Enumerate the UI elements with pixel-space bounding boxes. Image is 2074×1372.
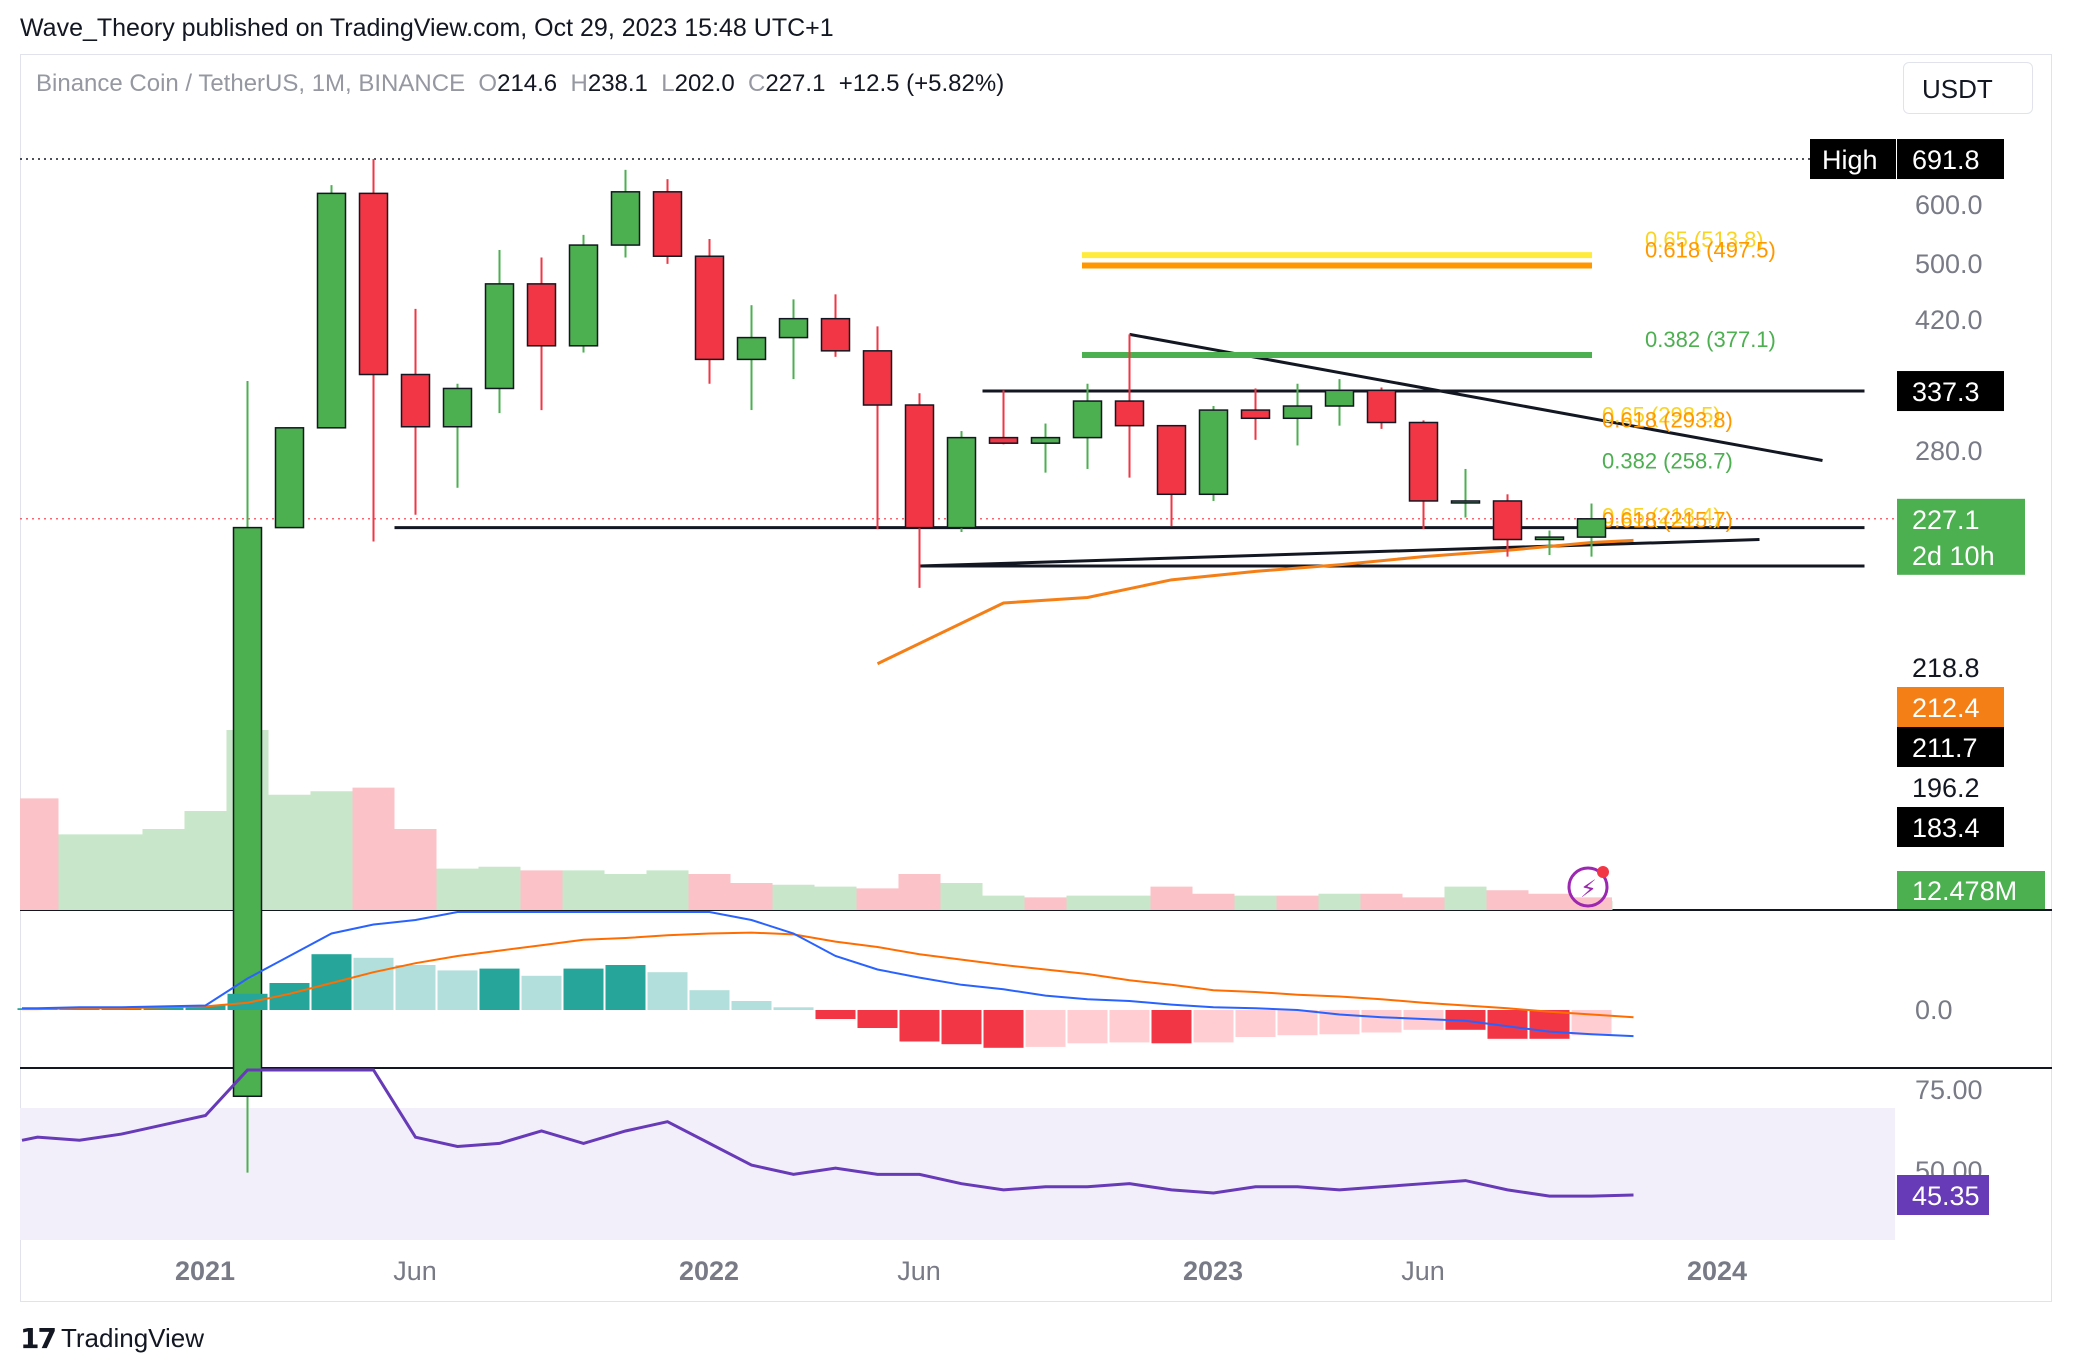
change-value: +12.5 (+5.82%)	[838, 70, 1005, 97]
symbol-bar: Binance Coin / TetherUS, 1M, BINANCE O21…	[36, 70, 1004, 98]
chart-frame	[20, 54, 2052, 1302]
open-label: O	[478, 70, 498, 97]
open-value: 214.6	[497, 70, 558, 97]
publish-header: Wave_Theory published on TradingView.com…	[20, 14, 834, 42]
symbol-name[interactable]: Binance Coin / TetherUS, 1M, BINANCE	[36, 70, 466, 97]
high-label: H	[570, 70, 588, 97]
currency-button[interactable]: USDT	[1903, 62, 2033, 114]
footer-brand-name: TradingView	[60, 1323, 205, 1353]
low-value: 202.0	[674, 70, 735, 97]
tradingview-logo-icon: 𝟭𝟳	[20, 1323, 57, 1354]
low-label: L	[661, 70, 675, 97]
close-label: C	[748, 70, 766, 97]
high-value: 238.1	[587, 70, 648, 97]
close-value: 227.1	[765, 70, 826, 97]
footer-brand[interactable]: 𝟭𝟳 TradingView	[20, 1322, 204, 1355]
